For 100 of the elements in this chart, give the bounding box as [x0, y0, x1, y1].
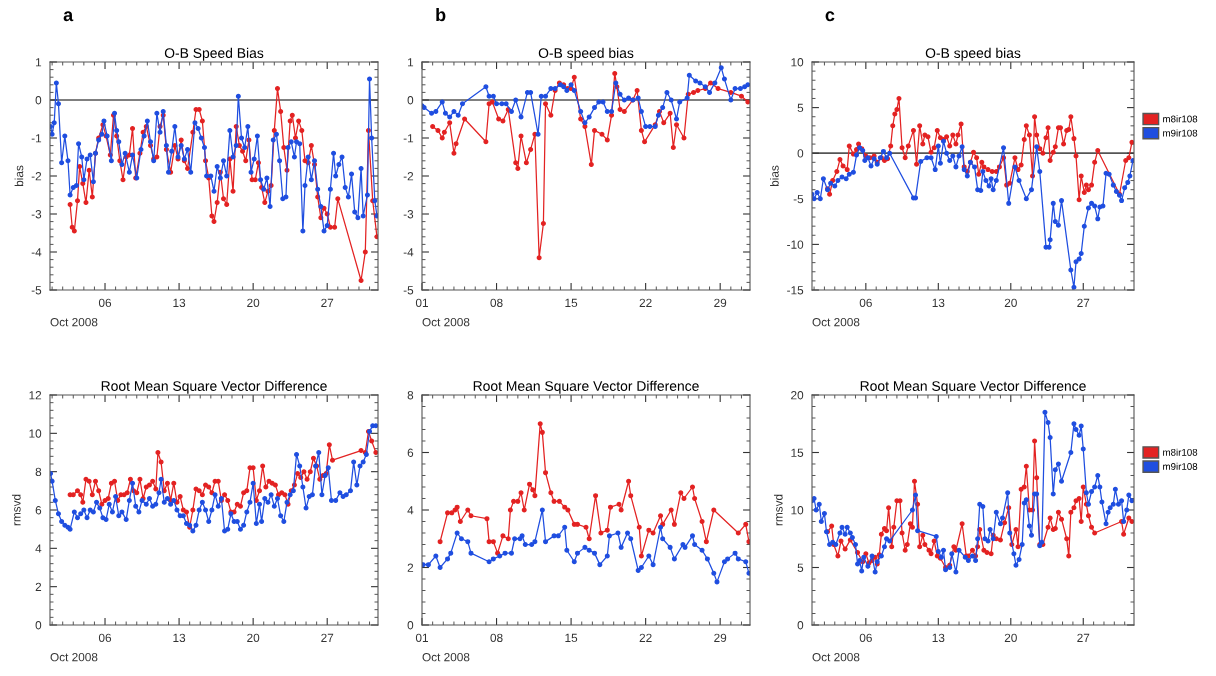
- x-tick-label: 22: [639, 633, 652, 642]
- y-tick-label: -10: [787, 240, 804, 249]
- x-axis-title: Oct 2008: [50, 317, 98, 327]
- y-tick-label: -3: [403, 210, 414, 219]
- x-tick-label: 20: [247, 298, 260, 307]
- x-tick-label: 06: [98, 633, 112, 642]
- y-tick-label: -1: [403, 134, 414, 143]
- x-tick-label: 08: [490, 298, 503, 307]
- point: [607, 504, 613, 510]
- y-tick-label: 5: [797, 563, 804, 572]
- point: [556, 498, 562, 504]
- point: [562, 504, 568, 510]
- x-tick-label: 13: [173, 298, 186, 307]
- y-tick-label: 15: [791, 448, 804, 457]
- y-tick-label: 8: [35, 467, 42, 477]
- y-tick-label: 12: [29, 391, 42, 400]
- x-axis-title: Oct 2008: [422, 652, 470, 662]
- legend-label: m9ir108: [1163, 462, 1198, 470]
- x-tick-label: 20: [247, 633, 260, 642]
- chart-title: Root Mean Square Vector Difference: [860, 380, 1086, 394]
- point: [437, 539, 443, 545]
- point: [586, 536, 592, 542]
- x-tick-label: 27: [321, 633, 334, 642]
- point: [543, 470, 549, 476]
- chart-title: Root Mean Square Vector Difference: [101, 380, 327, 394]
- y-tick-label: 0: [797, 621, 804, 630]
- point: [500, 533, 506, 539]
- point: [626, 478, 632, 484]
- point: [457, 518, 463, 525]
- y-tick-label: -15: [787, 286, 804, 295]
- x-tick-label: 01: [415, 298, 428, 307]
- y-tick-label: 2: [35, 582, 42, 591]
- y-tick-label: 2: [407, 563, 414, 572]
- point: [551, 498, 557, 504]
- point: [711, 507, 717, 513]
- point: [537, 421, 543, 427]
- y-tick-label: -1: [31, 134, 42, 143]
- x-tick-label: 15: [565, 298, 578, 307]
- y-axis-title: bias: [14, 165, 24, 187]
- y-axis-title: bias: [770, 165, 779, 187]
- x-tick-label: 13: [173, 633, 186, 642]
- point: [486, 539, 492, 545]
- legend-label: m9ir108: [1163, 129, 1198, 137]
- point: [636, 524, 642, 530]
- point: [532, 493, 538, 499]
- point: [465, 507, 471, 513]
- chart-title: O-B Speed Bias: [164, 47, 264, 61]
- point: [699, 518, 705, 525]
- x-tick-label: 29: [714, 298, 727, 307]
- y-tick-label: -4: [403, 248, 414, 257]
- y-tick-label: 0: [35, 621, 42, 630]
- point: [507, 507, 513, 513]
- y-tick-label: -4: [31, 248, 42, 257]
- y-tick-label: 8: [407, 391, 414, 400]
- text: c: [825, 11, 835, 22]
- point: [521, 507, 527, 513]
- x-tick-label: 20: [1004, 633, 1017, 642]
- y-tick-label: -5: [31, 286, 42, 295]
- y-tick-label: 6: [35, 506, 42, 515]
- y-tick-label: -5: [403, 286, 414, 295]
- point: [593, 493, 599, 499]
- x-tick-label: 01: [415, 633, 428, 642]
- text: a: [63, 11, 74, 22]
- y-axis-title: rmsvd: [773, 494, 783, 526]
- y-tick-label: 10: [29, 429, 42, 438]
- point: [490, 539, 496, 545]
- point: [678, 490, 684, 496]
- point: [681, 495, 687, 502]
- x-tick-label: 27: [321, 298, 334, 307]
- point: [598, 530, 604, 536]
- chart-title: Root Mean Square Vector Difference: [473, 380, 699, 394]
- x-axis-title: Oct 2008: [422, 317, 470, 327]
- point: [604, 527, 610, 533]
- point: [743, 521, 749, 527]
- x-axis-title: Oct 2008: [812, 652, 860, 662]
- y-axis-title: rmsvd: [11, 494, 21, 526]
- point: [583, 524, 589, 530]
- point: [658, 513, 664, 519]
- y-tick-label: -2: [31, 172, 42, 181]
- point: [515, 498, 521, 504]
- point: [445, 510, 451, 516]
- x-axis-title: Oct 2008: [812, 317, 860, 327]
- text: b: [436, 7, 446, 22]
- y-tick-label: 0: [797, 149, 804, 158]
- x-tick-label: 06: [98, 298, 112, 307]
- y-tick-label: 0: [35, 96, 42, 105]
- y-tick-label: 20: [791, 391, 804, 400]
- point: [646, 527, 652, 533]
- point: [530, 487, 536, 493]
- legend-label: m8ir108: [1163, 448, 1198, 456]
- x-tick-label: 29: [714, 633, 727, 642]
- x-tick-label: 13: [932, 298, 945, 307]
- y-tick-label: 1: [36, 58, 42, 67]
- point: [484, 516, 490, 522]
- point: [618, 507, 624, 513]
- point: [548, 490, 554, 496]
- y-tick-label: 6: [407, 448, 414, 457]
- point: [628, 493, 634, 499]
- chart-title: O-B speed bias: [538, 47, 634, 61]
- x-tick-label: 20: [1004, 298, 1017, 307]
